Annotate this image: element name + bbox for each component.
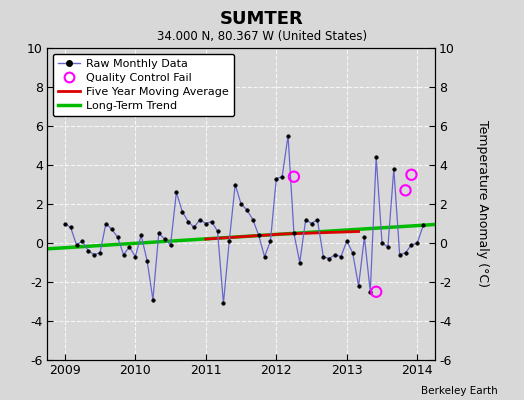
Text: 34.000 N, 80.367 W (United States): 34.000 N, 80.367 W (United States)	[157, 30, 367, 43]
Point	[401, 187, 410, 194]
Text: Berkeley Earth: Berkeley Earth	[421, 386, 498, 396]
Point	[372, 288, 380, 295]
Point	[290, 174, 298, 180]
Point	[407, 172, 416, 178]
Y-axis label: Temperature Anomaly (°C): Temperature Anomaly (°C)	[476, 120, 489, 288]
Text: SUMTER: SUMTER	[220, 10, 304, 28]
Legend: Raw Monthly Data, Quality Control Fail, Five Year Moving Average, Long-Term Tren: Raw Monthly Data, Quality Control Fail, …	[53, 54, 234, 116]
